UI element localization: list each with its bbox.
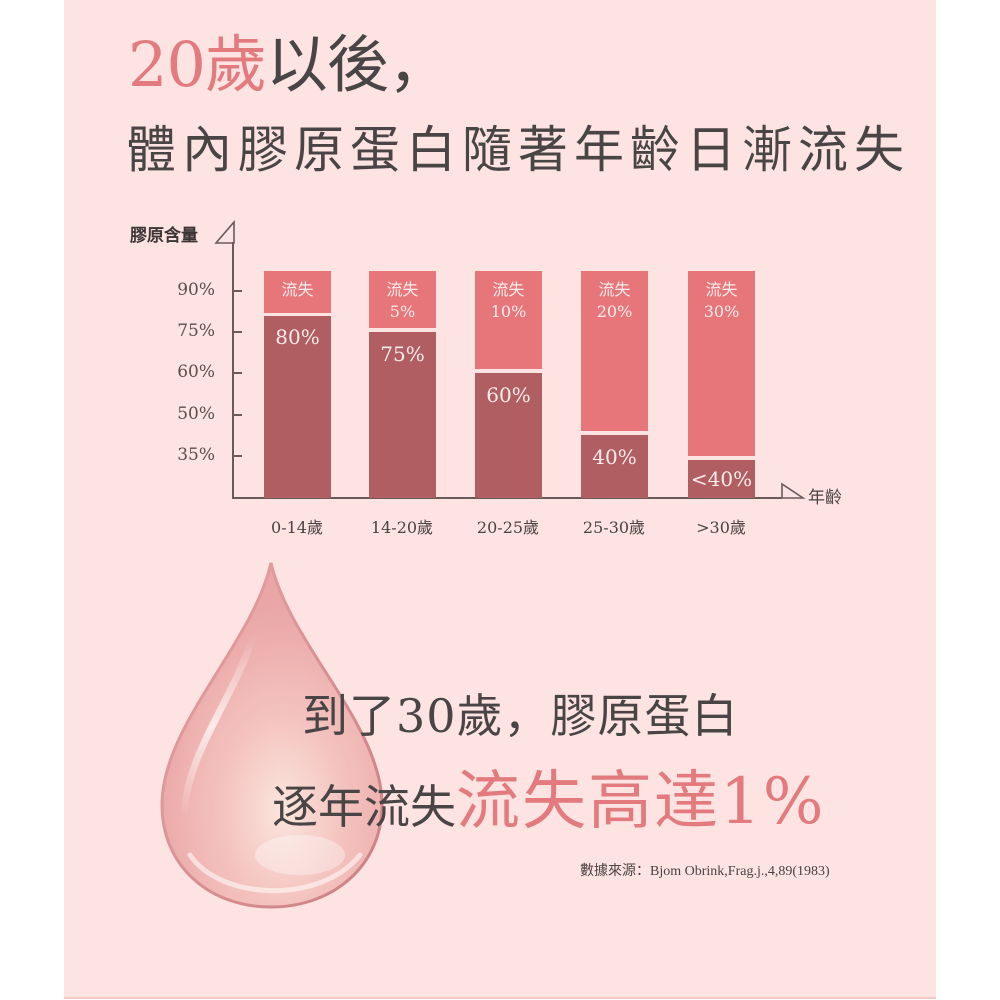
- loss-value: 10%: [490, 302, 527, 321]
- x-axis-label: 年齡: [808, 488, 842, 508]
- bar-loss-segment: 流失 20%: [581, 271, 648, 431]
- bar-remaining-segment: 40%: [581, 435, 648, 498]
- x-category-label: 0-14歲: [271, 518, 323, 537]
- y-tick: [233, 290, 242, 292]
- remaining-value: 75%: [380, 342, 425, 366]
- page-subtitle: 體內膠原蛋白隨著年齡日漸流失: [126, 121, 910, 179]
- loss-word: 流失: [598, 280, 631, 299]
- summary-highlight: 流失高達1%: [456, 765, 826, 839]
- bar-remaining-segment: 80%: [264, 316, 331, 498]
- loss-word: 流失: [386, 280, 419, 299]
- title-age-highlight: 20歲: [128, 28, 267, 101]
- summary-yearly-loss: 逐年流失: [272, 780, 456, 834]
- y-tick: [233, 372, 242, 374]
- bar-loss-segment: 流失: [264, 271, 331, 313]
- x-category-label: 14-20歲: [370, 518, 434, 537]
- summary-line-2: 逐年流失流失高達1%: [272, 764, 826, 856]
- loss-word: 流失: [281, 280, 314, 299]
- remaining-value: <40%: [690, 467, 753, 491]
- remaining-value: 80%: [275, 325, 320, 349]
- y-axis-arrow-icon: [214, 220, 235, 244]
- data-source-citation: 數據來源：Bjom Obrink,Frag.j.,4,89(1983): [580, 864, 830, 879]
- remaining-value: 40%: [592, 445, 637, 469]
- x-category-label: 20-25歲: [476, 518, 540, 537]
- bar-loss-segment: 流失 10%: [475, 271, 542, 369]
- water-droplet-icon: [160, 562, 384, 909]
- loss-value: 30%: [703, 302, 740, 321]
- loss-word: 流失: [492, 280, 525, 299]
- bar-remaining-segment: 75%: [369, 332, 436, 498]
- remaining-value: 60%: [486, 383, 531, 407]
- x-category-label: 25-30歲: [582, 518, 646, 537]
- y-tick-label: 75%: [177, 321, 215, 341]
- y-tick-label: 35%: [177, 445, 215, 465]
- y-axis: [232, 242, 234, 499]
- bar-loss-segment: 流失 5%: [369, 271, 436, 328]
- y-axis-label: 膠原含量: [130, 226, 198, 246]
- y-tick: [233, 414, 242, 416]
- y-tick-label: 50%: [177, 404, 215, 424]
- bar-remaining-segment: <40%: [688, 460, 755, 498]
- loss-value: 5%: [389, 302, 416, 321]
- y-tick-label: 90%: [177, 280, 215, 300]
- page-title: 20歲以後，: [128, 28, 450, 102]
- bar-loss-segment: 流失 30%: [688, 271, 755, 456]
- y-tick-label: 60%: [177, 362, 215, 382]
- x-category-label: >30歲: [696, 518, 746, 537]
- x-axis-arrow-icon: [781, 482, 806, 499]
- loss-value: 20%: [596, 302, 633, 321]
- bar-remaining-segment: 60%: [475, 373, 542, 498]
- y-tick: [233, 331, 242, 333]
- y-tick: [233, 455, 242, 457]
- x-axis: [232, 497, 782, 499]
- title-after: 以後，: [265, 28, 450, 101]
- loss-word: 流失: [705, 280, 738, 299]
- summary-line-1: 到了30歲，膠原蛋白: [302, 689, 739, 743]
